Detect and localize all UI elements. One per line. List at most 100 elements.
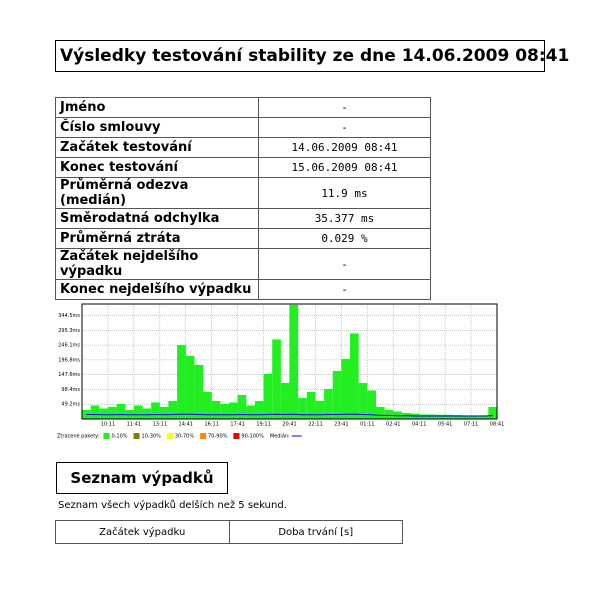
x-tick-label: 07:11 xyxy=(464,422,478,428)
bar xyxy=(272,339,281,419)
info-row: Začátek testování 14.06.2009 08:41 xyxy=(55,137,431,158)
info-label: Konec nejdelšího výpadku xyxy=(55,279,259,300)
bar xyxy=(341,358,351,419)
legend-label: 70-90% xyxy=(208,434,228,440)
plot-border xyxy=(81,303,498,420)
info-label: Jméno xyxy=(55,97,259,118)
x-tick-label: 16:11 xyxy=(204,422,218,428)
bar xyxy=(324,388,333,419)
bar xyxy=(168,400,178,419)
x-tick-label: 11:41 xyxy=(127,422,141,428)
bar xyxy=(419,414,428,419)
info-value: - xyxy=(258,279,431,300)
info-value: 15.06.2009 08:41 xyxy=(258,157,431,178)
x-tick-label: 17:41 xyxy=(230,422,244,428)
bar xyxy=(445,414,454,419)
bar xyxy=(453,415,463,419)
bar xyxy=(332,370,342,419)
bar xyxy=(306,391,316,419)
bar xyxy=(280,382,290,419)
bar xyxy=(237,394,247,419)
info-row: Směrodatná odchylka 35.377 ms xyxy=(55,208,431,229)
bar xyxy=(185,355,195,419)
info-value: - xyxy=(258,248,431,280)
bar xyxy=(358,382,368,419)
y-tick-label: 147.6ms xyxy=(58,372,80,378)
info-row: Konec nejdelšího výpadku - xyxy=(55,279,431,300)
legend-title: Ztracené pakety: xyxy=(57,433,100,440)
info-label: Konec testování xyxy=(55,157,259,178)
legend-label: 10-30% xyxy=(142,434,162,440)
legend-label: 30-70% xyxy=(175,434,195,440)
legend-label: 0-10% xyxy=(111,434,127,440)
legend-swatch xyxy=(166,433,173,439)
info-value: 11.9 ms xyxy=(258,177,431,209)
bar xyxy=(254,400,264,419)
x-tick-label: 10:11 xyxy=(101,422,115,428)
info-value: 0.029 % xyxy=(258,228,431,249)
x-tick-label: 05:41 xyxy=(438,422,452,428)
bar xyxy=(471,415,480,419)
column-header: Doba trvání [s] xyxy=(228,520,403,544)
bar xyxy=(220,403,229,419)
bar xyxy=(151,402,160,419)
info-table: Jméno - Číslo smlouvy - Začátek testování 14.… xyxy=(55,97,431,300)
legend-label: Medián: xyxy=(270,433,290,440)
info-label: Průměrná ztráta xyxy=(55,228,259,249)
bar xyxy=(298,397,307,419)
legend-swatch xyxy=(233,433,240,439)
section-description: Seznam všech výpadků delších než 5 sekun… xyxy=(58,500,287,511)
y-tick-label: 344.5ms xyxy=(58,313,80,319)
x-tick-label: 04:11 xyxy=(412,422,426,428)
bar xyxy=(211,400,221,419)
bar xyxy=(462,415,472,419)
bar xyxy=(90,405,100,419)
info-row: Průměrná ztráta 0.029 % xyxy=(55,228,431,249)
info-label: Průměrná odezva (medián) xyxy=(55,177,259,209)
x-tick-label: 02:41 xyxy=(386,422,400,428)
bar xyxy=(142,408,152,419)
info-row: Konec testování 15.06.2009 08:41 xyxy=(55,157,431,178)
bar xyxy=(436,414,446,419)
x-tick-label: 01:11 xyxy=(360,422,374,428)
bar xyxy=(488,406,497,419)
info-value: - xyxy=(258,97,431,118)
info-value: - xyxy=(258,117,431,138)
legend-swatch xyxy=(200,433,207,439)
info-row: Jméno - xyxy=(55,97,431,118)
x-tick-label: 13:11 xyxy=(153,422,167,428)
bar xyxy=(246,405,255,419)
legend-label: 90-100% xyxy=(241,434,264,440)
info-label: Začátek testování xyxy=(55,137,259,158)
info-row: Začátek nejdelšího výpadku - xyxy=(55,248,431,280)
bar xyxy=(289,304,299,419)
bar xyxy=(159,406,169,419)
bar xyxy=(133,405,143,419)
x-tick-label: 19:11 xyxy=(256,422,270,428)
bar xyxy=(177,345,186,419)
info-label: Směrodatná odchylka xyxy=(55,208,259,229)
y-tick-label: 196.8ms xyxy=(58,357,80,363)
bar xyxy=(367,390,376,419)
info-value: 14.06.2009 08:41 xyxy=(258,137,431,158)
info-label: Číslo smlouvy xyxy=(55,117,259,138)
y-tick-label: 295.3ms xyxy=(58,328,80,334)
bar xyxy=(479,415,489,419)
info-value: 35.377 ms xyxy=(258,208,431,229)
bar xyxy=(427,414,437,419)
bar xyxy=(107,406,117,419)
bar xyxy=(99,408,108,419)
bar xyxy=(194,364,204,419)
bar xyxy=(315,400,325,419)
x-tick-label: 22:11 xyxy=(308,422,322,428)
legend-swatch xyxy=(103,433,110,439)
bar xyxy=(263,373,273,419)
bar xyxy=(375,406,385,419)
legend-swatch xyxy=(133,433,140,439)
x-tick-label: 14:41 xyxy=(179,422,193,428)
bar xyxy=(116,403,126,419)
x-tick-label: 23:41 xyxy=(334,422,348,428)
x-tick-label: 08:41 xyxy=(490,422,504,428)
x-tick-label: 20:41 xyxy=(282,422,296,428)
